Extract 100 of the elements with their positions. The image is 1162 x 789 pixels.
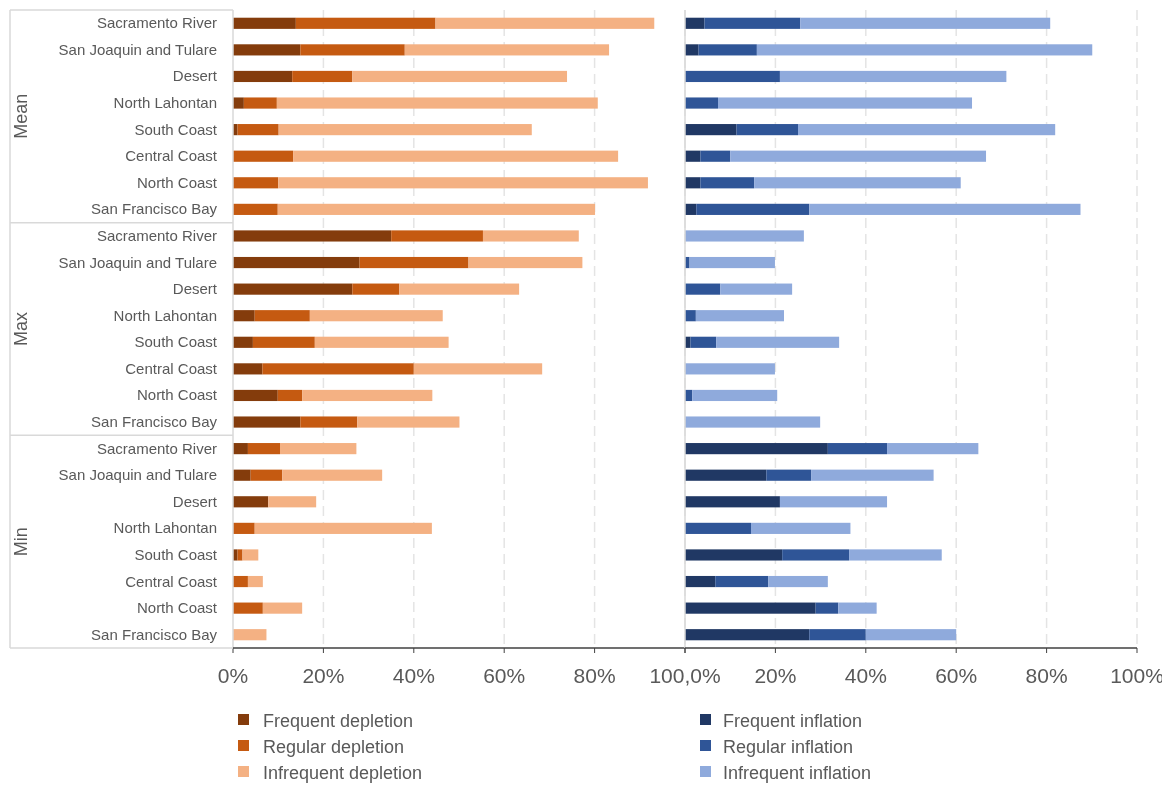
- x-tick-label: 100,0%: [649, 664, 721, 687]
- bar: [357, 416, 460, 428]
- bar: [685, 469, 767, 481]
- text: Mean: [11, 93, 31, 139]
- bar: [277, 389, 303, 402]
- bar: [309, 310, 443, 322]
- y-tick-label: San Joaquin and Tulare: [58, 253, 217, 271]
- bar: [293, 150, 619, 162]
- bar: [698, 44, 757, 56]
- bar: [685, 522, 751, 534]
- bar: [685, 310, 696, 322]
- bar: [359, 256, 469, 269]
- bar: [262, 602, 303, 614]
- y-tick-label: San Joaquin and Tulare: [58, 40, 217, 58]
- bar: [233, 602, 263, 614]
- bar: [276, 97, 598, 109]
- x-tick-label: 20%: [754, 664, 797, 687]
- bar: [243, 97, 277, 109]
- bar: [295, 17, 436, 29]
- legend-label: Frequent inflation: [723, 711, 863, 731]
- bar: [811, 469, 934, 481]
- bar: [292, 70, 353, 83]
- bar: [242, 549, 259, 561]
- x-tick-label: 20%: [302, 664, 345, 687]
- bar: [482, 230, 579, 242]
- y-tick-label: South Coast: [134, 545, 218, 563]
- bar: [233, 17, 296, 29]
- bar: [849, 549, 942, 561]
- bar: [692, 389, 778, 402]
- bar: [685, 97, 718, 109]
- bar: [300, 44, 405, 56]
- bar: [720, 283, 793, 295]
- legend-label: Infrequent inflation: [723, 763, 872, 783]
- bar: [435, 17, 655, 29]
- bar: [262, 363, 414, 375]
- bar: [685, 363, 775, 375]
- x-tick-label: 80%: [573, 664, 616, 687]
- bar: [685, 177, 701, 189]
- y-tick-label: Desert: [172, 67, 218, 85]
- bar: [700, 177, 755, 189]
- x-tick-label: 40%: [844, 664, 887, 687]
- bar: [685, 602, 816, 614]
- bar: [685, 44, 699, 56]
- bar: [233, 549, 238, 561]
- bar: [718, 97, 973, 109]
- bar: [756, 44, 1093, 56]
- bar: [247, 443, 281, 455]
- bar: [779, 70, 1007, 83]
- bar: [827, 443, 888, 455]
- bar: [750, 522, 851, 534]
- y-tick-label: North Coast: [136, 386, 218, 404]
- bar: [268, 496, 317, 508]
- bar: [689, 256, 775, 269]
- bar: [809, 203, 1081, 215]
- bar: [838, 602, 877, 614]
- y-tick-label: Central Coast: [125, 572, 218, 590]
- bar: [233, 310, 255, 322]
- y-tick-label: Central Coast: [125, 359, 218, 377]
- y-tick-label: San Francisco Bay: [91, 200, 218, 218]
- bar: [278, 124, 532, 136]
- bar: [233, 389, 278, 402]
- bar: [233, 469, 251, 481]
- bar: [685, 629, 810, 641]
- bar: [302, 389, 433, 402]
- bar: [754, 177, 961, 189]
- bar: [887, 443, 979, 455]
- bar: [233, 230, 392, 242]
- bar: [233, 443, 248, 455]
- bar: [685, 17, 705, 29]
- bar: [252, 336, 315, 348]
- bar: [700, 150, 731, 162]
- bar: [779, 496, 888, 508]
- bar: [399, 283, 520, 295]
- bar: [233, 416, 301, 428]
- x-tick-label: 0%: [217, 664, 249, 687]
- bar: [282, 469, 383, 481]
- bar: [233, 256, 360, 269]
- bar: [685, 416, 821, 428]
- bar: [300, 416, 358, 428]
- bar: [391, 230, 483, 242]
- text: Max: [11, 311, 31, 347]
- legend-label: Frequent depletion: [263, 711, 414, 731]
- y-tick-label: North Lahontan: [113, 306, 217, 324]
- bar: [247, 575, 263, 588]
- bar: [404, 44, 610, 56]
- bar: [685, 283, 721, 295]
- y-tick-label: Sacramento River: [96, 226, 217, 244]
- bar: [233, 363, 263, 375]
- bar: [809, 629, 866, 641]
- bar: [766, 469, 812, 481]
- bar: [254, 522, 432, 534]
- y-tick-label: Central Coast: [125, 147, 218, 165]
- bar: [314, 336, 449, 348]
- bar: [278, 177, 648, 189]
- bar: [233, 150, 294, 162]
- y-tick-label: Sacramento River: [96, 439, 217, 457]
- bar: [716, 336, 840, 348]
- bar: [696, 203, 810, 215]
- y-tick-label: North Lahontan: [113, 94, 217, 112]
- y-tick-label: Desert: [172, 280, 218, 298]
